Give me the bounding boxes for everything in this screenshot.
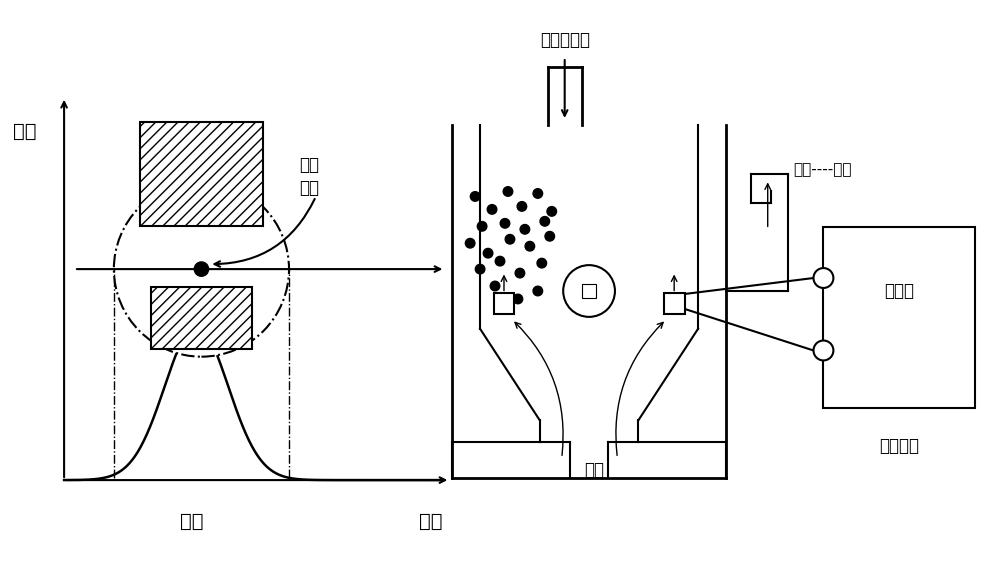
Circle shape: [465, 238, 475, 248]
Text: 电压: 电压: [13, 122, 36, 141]
Text: 恒流源: 恒流源: [884, 282, 914, 300]
Circle shape: [477, 221, 487, 231]
Circle shape: [495, 256, 505, 266]
Circle shape: [500, 218, 510, 228]
Circle shape: [194, 262, 209, 277]
Bar: [140, 122, 263, 227]
Text: 稀释后样本: 稀释后样本: [540, 31, 590, 49]
Circle shape: [114, 181, 289, 357]
Circle shape: [475, 264, 485, 274]
Circle shape: [584, 285, 595, 296]
Circle shape: [533, 189, 543, 198]
Circle shape: [515, 268, 525, 278]
Bar: [151, 287, 252, 349]
Bar: [151, 287, 252, 349]
Text: 脉冲: 脉冲: [180, 512, 203, 532]
Circle shape: [540, 217, 550, 226]
Circle shape: [813, 268, 833, 288]
Bar: [664, 293, 685, 314]
Circle shape: [483, 249, 493, 258]
Bar: [140, 122, 263, 227]
Text: 分析电路: 分析电路: [879, 437, 919, 456]
Bar: [494, 293, 514, 314]
Circle shape: [533, 286, 543, 296]
Text: 时间: 时间: [419, 512, 442, 532]
Circle shape: [563, 265, 615, 317]
Circle shape: [513, 294, 523, 304]
Text: 负压----恒定: 负压----恒定: [794, 162, 852, 177]
Circle shape: [537, 259, 547, 268]
Bar: [582, 284, 596, 298]
Text: 检测
小孔: 检测 小孔: [299, 156, 319, 198]
Circle shape: [525, 242, 535, 251]
Circle shape: [487, 205, 497, 214]
Circle shape: [503, 187, 513, 196]
Bar: [823, 227, 975, 408]
Text: 电极: 电极: [585, 461, 605, 479]
Circle shape: [545, 231, 555, 241]
Circle shape: [813, 340, 833, 360]
Circle shape: [490, 281, 500, 291]
Circle shape: [517, 202, 527, 211]
Circle shape: [520, 224, 530, 234]
Circle shape: [547, 207, 557, 216]
Circle shape: [505, 235, 515, 244]
Circle shape: [470, 192, 480, 201]
